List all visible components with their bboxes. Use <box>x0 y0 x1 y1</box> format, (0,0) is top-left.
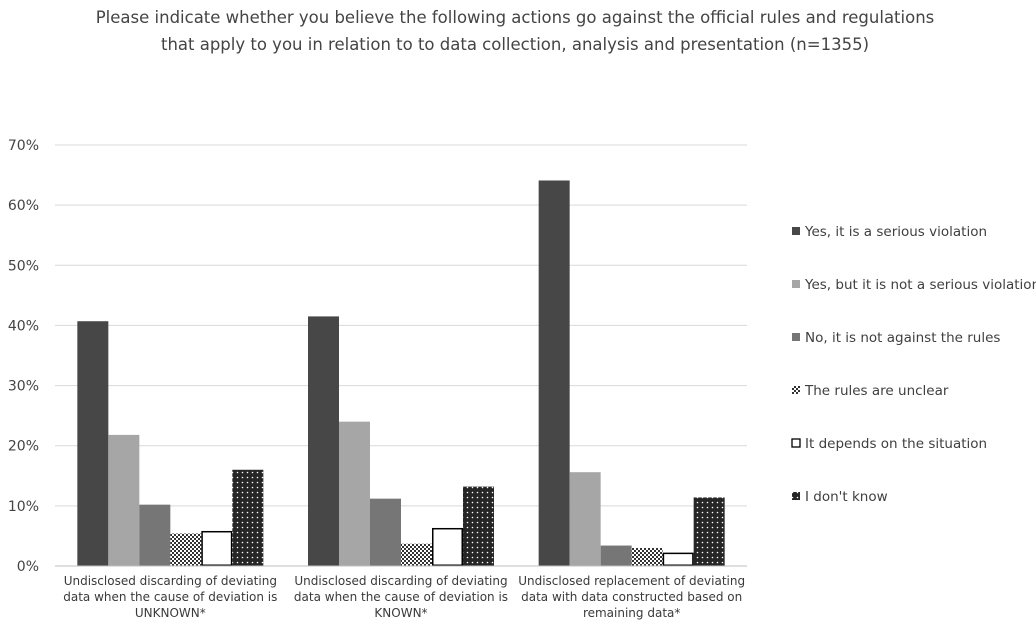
bar <box>308 316 339 566</box>
y-tick-label: 50% <box>8 258 39 274</box>
bar <box>370 498 401 566</box>
bar <box>170 533 202 566</box>
bar <box>463 486 494 566</box>
y-tick-label: 20% <box>8 439 39 455</box>
bars <box>77 180 725 566</box>
category-label: Undisclosed discarding of deviating <box>294 574 507 588</box>
chart-title-line-1: Please indicate whether you believe the … <box>96 8 935 27</box>
legend-swatch <box>792 492 800 500</box>
legend-label: I don't know <box>805 489 888 505</box>
legend-swatch <box>792 227 800 235</box>
legend-label: The rules are unclear <box>804 383 949 399</box>
y-tick-label: 70% <box>8 138 39 154</box>
bar <box>693 497 725 566</box>
y-axis: 0% 10% 20% 30% 40% 50% 60% 70% <box>8 138 39 575</box>
category-label: data when the cause of deviation is <box>294 590 508 604</box>
bar <box>401 543 432 566</box>
chart-title-line-2: that apply to you in relation to to data… <box>161 35 869 54</box>
category-label: Undisclosed discarding of deviating <box>64 574 277 588</box>
bar <box>201 530 233 566</box>
legend-swatch <box>791 438 801 448</box>
bar <box>631 547 663 566</box>
bar <box>432 527 463 566</box>
y-tick-label: 40% <box>8 318 39 334</box>
legend-label: Yes, but it is not a serious violation <box>804 277 1036 293</box>
legend-swatch <box>792 386 800 394</box>
gridlines <box>55 144 747 507</box>
bar <box>600 545 632 566</box>
category-label: Undisclosed replacement of deviating <box>518 574 745 588</box>
y-tick-label: 10% <box>8 499 39 515</box>
legend: Yes, it is a serious violation Yes, but i… <box>791 224 1036 505</box>
y-tick-label: 0% <box>17 559 39 575</box>
category-label: UNKNOWN* <box>135 606 206 620</box>
category-label: data when the cause of deviation is <box>63 590 277 604</box>
legend-swatch <box>792 280 800 288</box>
legend-swatch <box>792 333 800 341</box>
legend-label: Yes, it is a serious violation <box>804 224 987 240</box>
y-tick-label: 30% <box>8 379 39 395</box>
category-label: data with data constructed based on <box>521 590 742 604</box>
bar <box>139 504 171 566</box>
bar <box>77 321 109 566</box>
legend-label: No, it is not against the rules <box>805 330 1000 346</box>
category-label: remaining data* <box>583 606 680 620</box>
legend-label: It depends on the situation <box>805 436 987 452</box>
category-labels: Undisclosed discarding of deviating data … <box>63 574 745 620</box>
category-label: KNOWN* <box>374 606 427 620</box>
bar <box>538 180 570 566</box>
bar <box>569 472 601 566</box>
bar <box>339 421 370 566</box>
bar <box>662 552 694 566</box>
bar <box>232 469 264 566</box>
bar <box>108 434 140 566</box>
y-tick-label: 60% <box>8 198 39 214</box>
